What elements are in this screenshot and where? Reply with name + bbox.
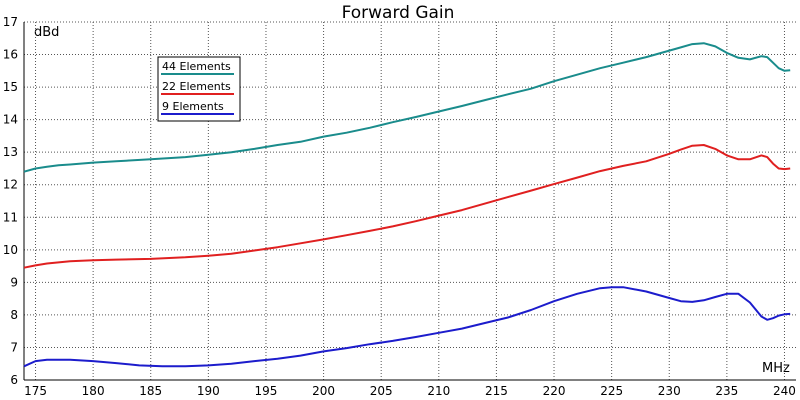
y-tick-label-17: 17 [3, 15, 18, 29]
x-tick-label-235: 235 [715, 384, 738, 398]
x-tick-label-200: 200 [312, 384, 335, 398]
x-tick-label-205: 205 [370, 384, 393, 398]
x-tick-label-180: 180 [82, 384, 105, 398]
x-tick-label-215: 215 [485, 384, 508, 398]
y-tick-labels: 6 7 8 9 10 11 12 13 14 15 16 17 [3, 15, 18, 387]
x-tick-label-220: 220 [543, 384, 566, 398]
legend: 44 Elements 22 Elements 9 Elements [157, 56, 241, 122]
x-tick-label-225: 225 [600, 384, 623, 398]
x-tick-label-185: 185 [139, 384, 162, 398]
y-tick-label-7: 7 [10, 340, 18, 354]
x-tick-label-230: 230 [658, 384, 681, 398]
y-tick-label-14: 14 [3, 113, 18, 127]
x-axis-unit: MHz [762, 361, 790, 376]
y-axis-unit: dBd [34, 25, 59, 40]
series-line-2 [23, 144, 791, 269]
y-tick-label-16: 16 [3, 48, 18, 62]
y-tick-label-9: 9 [10, 275, 18, 289]
x-tick-label-210: 210 [427, 384, 450, 398]
series-line-3 [23, 286, 791, 368]
x-tick-label-175: 175 [24, 384, 47, 398]
x-tick-label-195: 195 [255, 384, 278, 398]
y-tick-label-15: 15 [3, 80, 18, 94]
x-tick-labels: 175 180 185 190 195 200 205 210 215 220 225 230 235 2… [24, 384, 796, 398]
x-tick-label-240: 240 [773, 384, 796, 398]
x-tick-label-190: 190 [197, 384, 220, 398]
legend-label-2: 22 Elements [162, 80, 231, 93]
y-tick-label-6: 6 [10, 373, 18, 387]
chart-title: Forward Gain [342, 3, 455, 23]
legend-label-3: 9 Elements [162, 100, 224, 113]
legend-label-1: 44 Elements [162, 60, 231, 73]
y-tick-label-10: 10 [3, 243, 18, 257]
legend-box [157, 56, 241, 122]
grid-lines [24, 21, 796, 381]
y-tick-label-8: 8 [10, 308, 18, 322]
series-line-1 [23, 42, 791, 173]
plot-frame [23, 22, 796, 381]
y-tick-label-12: 12 [3, 178, 18, 192]
y-tick-label-13: 13 [3, 145, 18, 159]
series-group [23, 42, 791, 368]
y-tick-label-11: 11 [3, 210, 18, 224]
